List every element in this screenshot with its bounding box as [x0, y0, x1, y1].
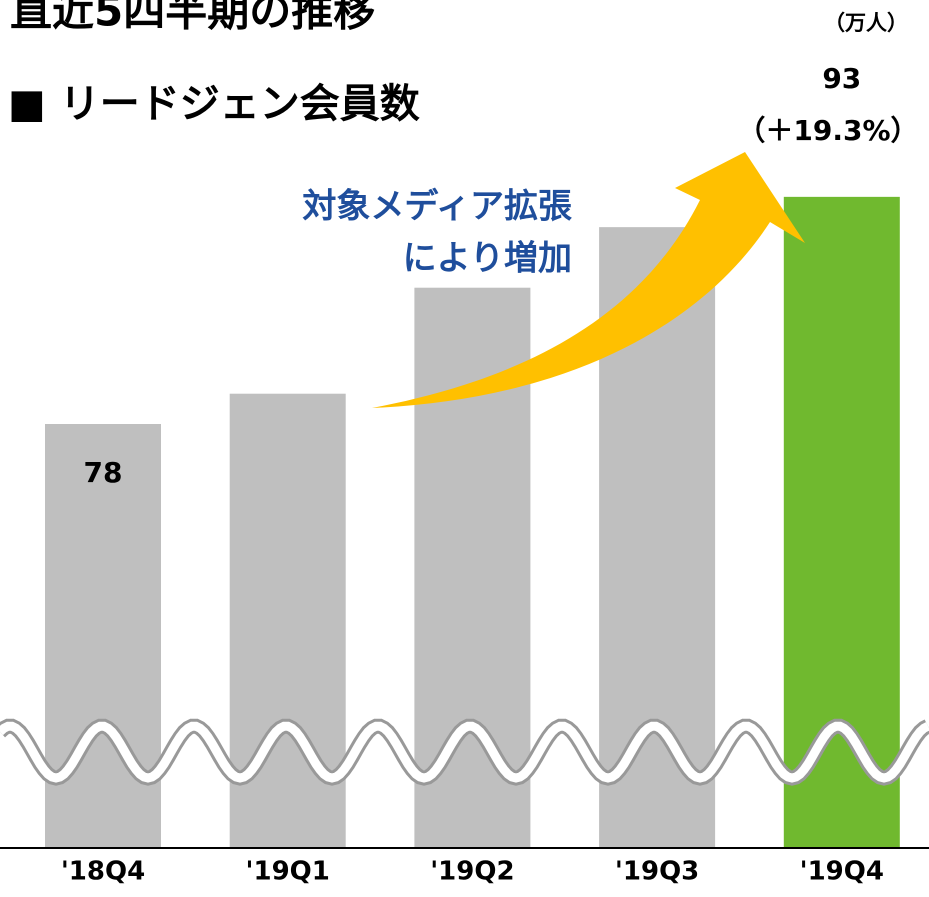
axis-break [0, 721, 929, 783]
x-tick-label: '18Q4 [61, 857, 145, 887]
value-label: 78 [84, 456, 123, 489]
bar [783, 196, 900, 848]
value-label: 93 [822, 62, 861, 95]
trend-arrow [372, 152, 805, 408]
annotation: 対象メディア拡張 [302, 187, 572, 227]
annotation: により増加 [403, 239, 572, 279]
x-tick-label: '19Q4 [800, 857, 884, 887]
x-tick-label: '19Q1 [246, 857, 330, 887]
x-tick-label: '19Q2 [430, 857, 514, 887]
change-label: （＋19.3%） [737, 114, 918, 147]
unit-label: （万人） [824, 11, 908, 35]
chart-subtitle: ■ リードジェン会員数 [8, 81, 420, 127]
bars [45, 196, 900, 849]
x-tick-label: '19Q3 [615, 857, 699, 887]
chart-title: 直近5四半期の推移 [10, 0, 375, 36]
